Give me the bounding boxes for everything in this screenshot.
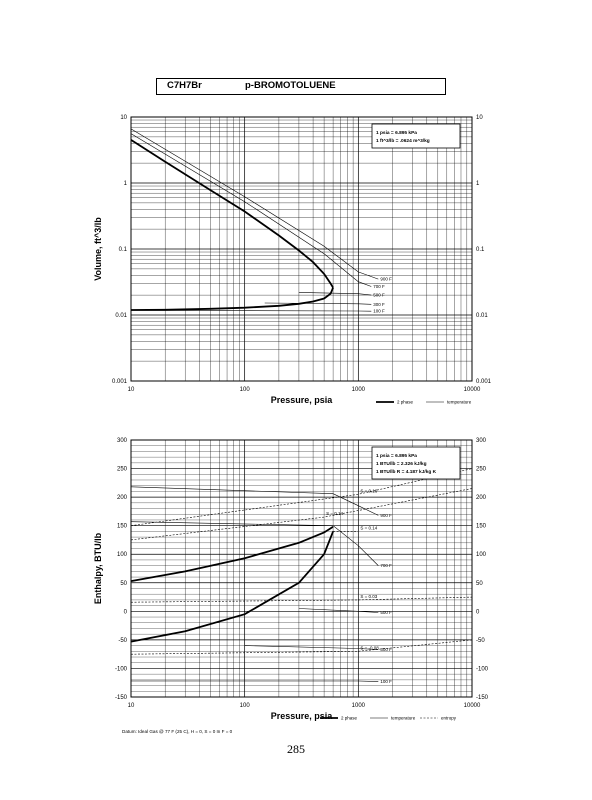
legend-label: entropy — [441, 716, 457, 721]
page-number: 285 — [287, 742, 305, 756]
info-box — [371, 123, 461, 149]
legend-label: temperature — [391, 716, 416, 721]
compound-name: p-BROMOTOLUENE — [245, 80, 336, 91]
isotherm-label: 100 F — [380, 679, 392, 684]
y-tick-label-left: 0.01 — [115, 313, 127, 319]
y-tick-label-right: 0.001 — [476, 379, 492, 385]
y-axis-title: Volume, ft^3/lb — [93, 217, 103, 281]
y-tick-label-right: -150 — [476, 695, 489, 701]
y-tick-label-right: 0 — [476, 609, 480, 615]
plot-frame — [130, 439, 473, 698]
x-tick-label: 10000 — [464, 703, 481, 709]
y-tick-label-left: 50 — [120, 581, 127, 587]
y-tick-label-right: 0.01 — [476, 313, 488, 319]
legend-label: temperature — [447, 400, 472, 405]
isentrope-label: S = 0.16 — [360, 488, 377, 493]
info-box-line: 1 BTU/lb R = 4.187 kJ/kg K — [376, 469, 437, 475]
isotherm-label: 500 F — [373, 293, 385, 298]
y-tick-label-left: 250 — [117, 467, 128, 473]
y-tick-label-left: 100 — [117, 552, 128, 558]
y-tick-label-left: 200 — [117, 495, 128, 501]
y-tick-label-right: 0.1 — [476, 247, 485, 253]
y-tick-label-right: 250 — [476, 467, 487, 473]
info-box — [371, 446, 461, 480]
y-tick-label-left: 10 — [120, 115, 127, 121]
y-tick-label-left: 0.1 — [119, 247, 128, 253]
dome-vapor-line — [130, 139, 334, 289]
isotherm-line — [130, 133, 372, 287]
x-tick-label: 10 — [128, 387, 135, 393]
isotherm-line — [130, 521, 379, 566]
x-tick-label: 100 — [240, 387, 251, 393]
chart-title-box: C7H7Br p-BROMOTOLUENE — [156, 78, 446, 95]
isotherm-line — [131, 680, 379, 682]
info-box-line: 1 psia = 6.895 kPa — [376, 453, 417, 459]
x-tick-label: 10000 — [464, 387, 481, 393]
isotherm-label: 900 F — [380, 513, 392, 518]
isotherm-label: 100 F — [373, 309, 385, 314]
isotherm-line — [130, 486, 379, 516]
info-box-line: 1 ft^3/lb = .0624 m^3/kg — [376, 138, 430, 144]
y-axis-title: Enthalpy, BTU/lb — [93, 532, 103, 604]
x-tick-label: 100 — [240, 703, 251, 709]
y-tick-label-left: 0.001 — [112, 379, 128, 385]
isotherm-line — [130, 310, 372, 312]
isentrope-line — [130, 468, 473, 526]
compound-formula: C7H7Br — [167, 80, 202, 91]
legend-label: 2 phase — [341, 716, 358, 721]
isotherm-label: 300 F — [380, 647, 392, 652]
isotherm-line — [244, 645, 379, 650]
isotherm-line — [264, 302, 372, 305]
y-tick-label-left: -150 — [115, 695, 128, 701]
y-tick-label-right: 300 — [476, 438, 487, 444]
isentrope-label: S = -0.08 — [360, 645, 379, 650]
x-tick-label: 1000 — [352, 703, 366, 709]
dome-liquid-line — [130, 287, 334, 311]
y-tick-label-right: 50 — [476, 581, 483, 587]
legend-label: 2 phase — [397, 400, 414, 405]
x-tick-label: 1000 — [352, 387, 366, 393]
isotherm-label: 500 F — [380, 610, 392, 615]
isotherm-label: 700 F — [373, 284, 385, 289]
isotherm-label: 900 F — [380, 277, 392, 282]
info-box-line: 1 BTU/lb = 2.326 kJ/kg — [376, 461, 427, 467]
y-tick-label-right: 150 — [476, 524, 487, 530]
isotherm-line — [130, 128, 379, 280]
datum-footnote: Datum: Ideal Gas @ 77 F (25 C), H = 0, S… — [122, 729, 233, 734]
isentrope-label: S = 0.03 — [360, 594, 377, 599]
y-tick-label-left: -100 — [115, 666, 128, 672]
y-tick-label-left: 0 — [124, 609, 128, 615]
isotherm-label: 700 F — [380, 563, 392, 568]
dome-liquid-line — [130, 531, 334, 643]
isotherm-line — [298, 608, 379, 613]
y-tick-label-right: -50 — [476, 638, 485, 644]
y-tick-label-left: 150 — [117, 524, 128, 530]
y-tick-label-left: 1 — [124, 181, 128, 187]
x-axis-title: Pressure, psia — [271, 711, 334, 721]
isotherm-label: 300 F — [373, 302, 385, 307]
y-tick-label-left: 300 — [117, 438, 128, 444]
y-tick-label-right: -100 — [476, 666, 489, 672]
y-tick-label-right: 10 — [476, 115, 483, 121]
isentrope-line — [130, 488, 473, 541]
isentrope-label: S = 0.14 — [326, 511, 343, 516]
y-tick-label-left: -50 — [118, 638, 127, 644]
x-tick-label: 10 — [128, 703, 135, 709]
x-axis-title: Pressure, psia — [271, 395, 334, 405]
plot-frame — [130, 116, 473, 382]
isentrope-line — [130, 596, 473, 603]
y-tick-label-right: 100 — [476, 552, 487, 558]
isentrope-label: S = 0.14 — [360, 525, 377, 530]
isotherm-line — [298, 292, 372, 296]
dome-vapor-line — [130, 526, 334, 582]
y-tick-label-right: 1 — [476, 181, 480, 187]
y-tick-label-right: 200 — [476, 495, 487, 501]
info-box-line: 1 psia = 6.895 kPa — [376, 130, 417, 136]
